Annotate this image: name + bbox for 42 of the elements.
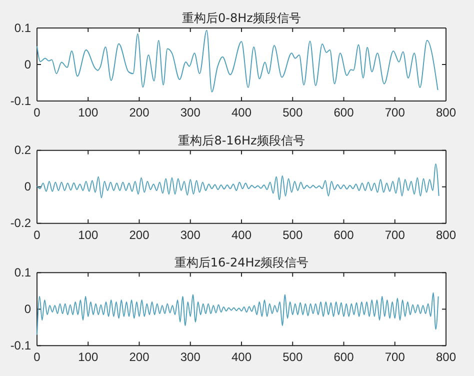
- x-tick-label: 800: [436, 350, 456, 364]
- x-tick-label: 500: [282, 106, 303, 120]
- x-tick-label: 200: [129, 228, 150, 242]
- x-tick-label: 800: [436, 228, 456, 242]
- chart-title: 重构后8-16Hz频段信号: [178, 133, 305, 148]
- x-tick-label: 400: [231, 106, 252, 120]
- y-tick-label: 0: [24, 180, 32, 194]
- y-tick-label: 0: [24, 57, 32, 72]
- x-tick-label: 500: [282, 350, 303, 364]
- x-tick-label: 300: [180, 228, 201, 242]
- x-tick-label: 100: [78, 350, 98, 364]
- line-series: [36, 292, 439, 336]
- y-tick-label: 0.1: [14, 20, 32, 35]
- y-tick-label: -0.2: [10, 216, 32, 230]
- x-tick-label: 600: [334, 350, 354, 364]
- x-tick-label: 0: [34, 350, 41, 364]
- x-tick-label: 800: [436, 106, 456, 120]
- y-tick-label: 0.2: [14, 143, 32, 158]
- x-tick-label: 500: [282, 228, 303, 242]
- x-tick-label: 700: [384, 228, 406, 242]
- x-tick-label: 300: [180, 106, 201, 120]
- y-tick-label: -0.1: [10, 338, 32, 353]
- line-series: [36, 164, 440, 200]
- x-tick-label: 100: [78, 228, 98, 242]
- x-tick-label: 0: [34, 106, 41, 120]
- x-tick-label: 200: [129, 350, 150, 364]
- y-tick-label: 0.1: [14, 266, 32, 280]
- x-tick-label: 0: [34, 228, 41, 242]
- x-tick-label: 100: [78, 106, 98, 120]
- x-tick-label: 700: [384, 106, 406, 120]
- y-tick-label: -0.1: [10, 94, 32, 108]
- x-tick-label: 400: [231, 228, 252, 242]
- x-tick-label: 400: [231, 350, 252, 364]
- x-tick-label: 200: [129, 106, 150, 120]
- x-tick-label: 600: [334, 228, 354, 242]
- chart-title: 重构后0-8Hz频段信号: [182, 11, 301, 25]
- chart-title: 重构后16-24Hz频段信号: [174, 256, 309, 270]
- x-tick-label: 600: [334, 106, 354, 120]
- x-tick-label: 300: [180, 350, 201, 364]
- y-tick-label: 0: [24, 302, 32, 316]
- line-series: [36, 30, 438, 92]
- x-tick-label: 700: [384, 350, 406, 364]
